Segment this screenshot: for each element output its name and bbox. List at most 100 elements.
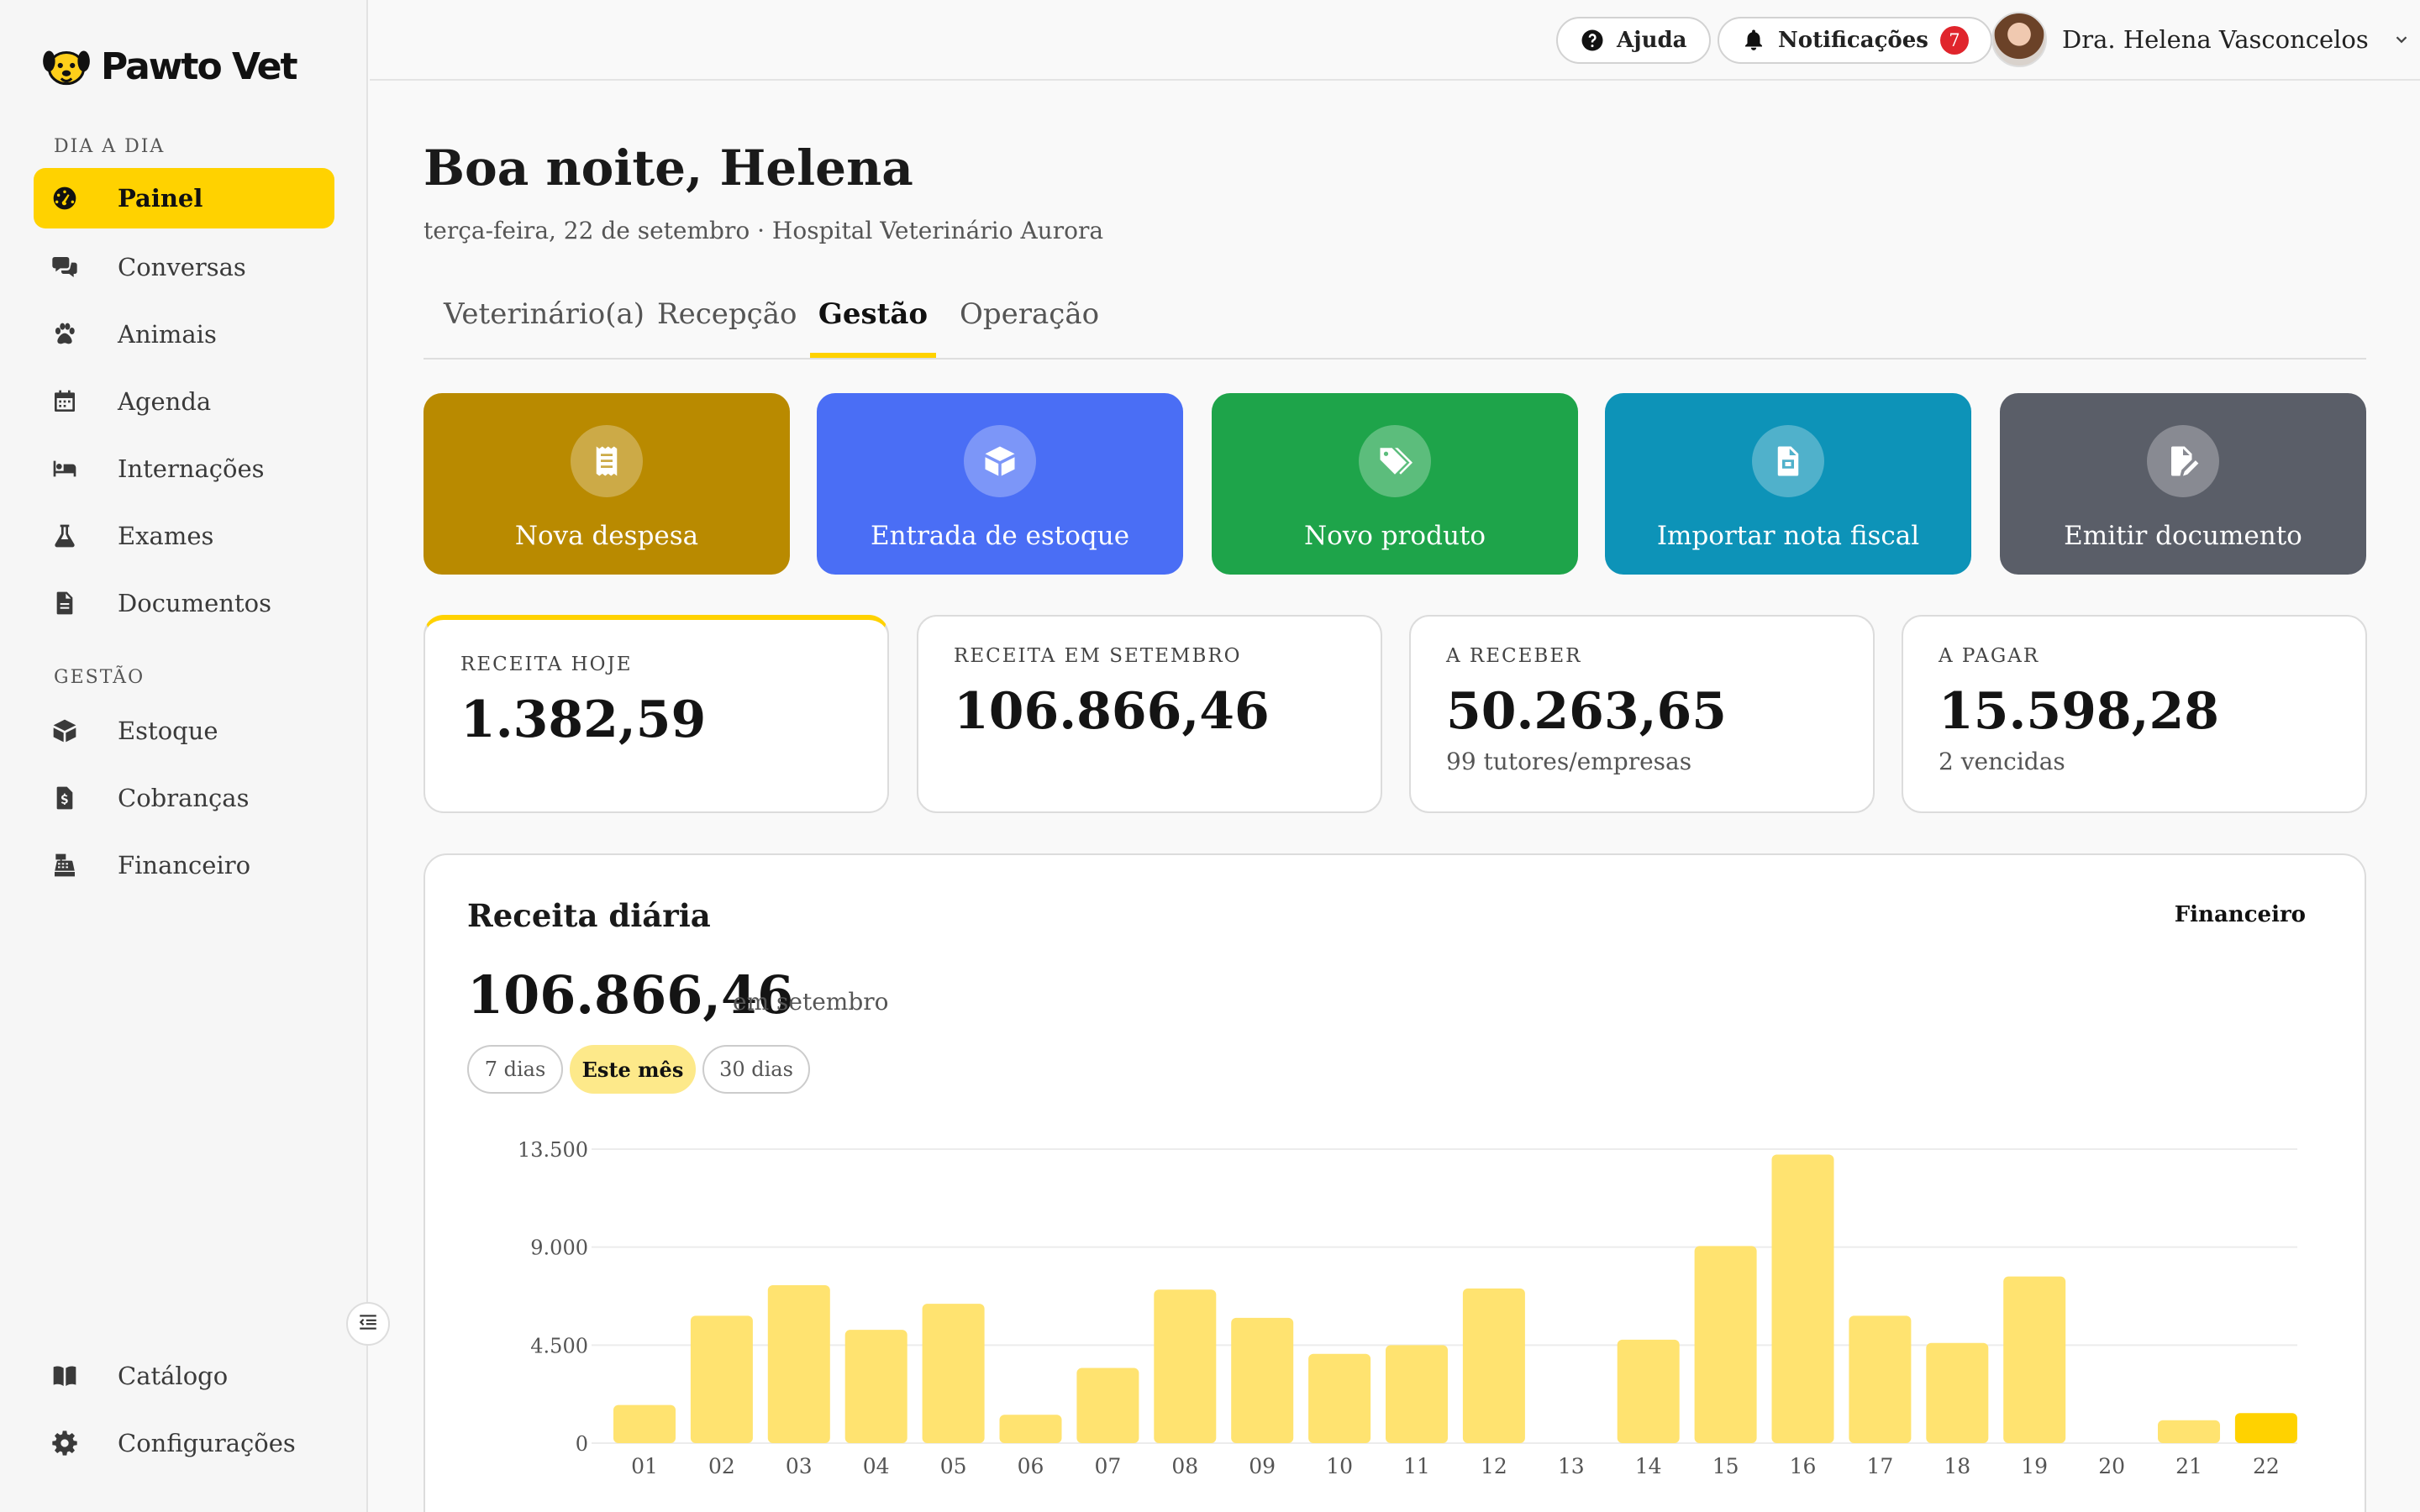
revenue-total-caption: em setembro — [733, 988, 889, 1016]
range-chip-este-mes[interactable]: Este mês — [570, 1045, 696, 1094]
bar-day-02[interactable] — [690, 1315, 753, 1443]
paw-icon — [49, 318, 81, 350]
x-tick-label: 09 — [1249, 1454, 1276, 1478]
x-tick-label: 14 — [1635, 1454, 1662, 1478]
notifications-label: Notificações — [1778, 28, 1928, 53]
x-tick-label: 05 — [940, 1454, 967, 1478]
bell-icon — [1745, 29, 1762, 50]
bar-day-22[interactable] — [2234, 1413, 2297, 1443]
bar-day-08[interactable] — [1154, 1289, 1217, 1443]
range-chip-7-dias[interactable]: 7 dias — [467, 1045, 563, 1094]
bar-day-17[interactable] — [1849, 1315, 1912, 1443]
sidebar-item-animais[interactable]: Animais — [34, 304, 334, 365]
kpi-value: 50.263,65 — [1446, 682, 1728, 741]
bar-day-19[interactable] — [2003, 1276, 2066, 1443]
x-tick-label: 02 — [708, 1454, 735, 1478]
tab-veterinario[interactable]: Veterinário(a) — [444, 297, 645, 331]
bar-day-11[interactable] — [1386, 1345, 1448, 1443]
help-label: Ajuda — [1617, 28, 1687, 53]
cash-register-icon — [49, 849, 81, 881]
chevron-down-icon — [2396, 36, 2407, 44]
sidebar-item-exames[interactable]: Exames — [34, 506, 334, 566]
bar-day-12[interactable] — [1462, 1288, 1525, 1443]
top-bar: Ajuda Notificações 7 Dra. Helena Vasconc… — [370, 0, 2420, 81]
bar-day-04[interactable] — [844, 1330, 908, 1443]
import-invoice-button[interactable]: Importar nota fiscal — [1605, 393, 1971, 575]
x-tick-label: 01 — [631, 1454, 658, 1478]
bar-day-05[interactable] — [922, 1304, 985, 1443]
help-button[interactable]: Ajuda — [1556, 17, 1711, 64]
x-tick-label: 17 — [1866, 1454, 1893, 1478]
sidebar-item-documentos[interactable]: Documentos — [34, 573, 334, 633]
kpi-label: RECEITA EM SETEMBRO — [954, 645, 1242, 667]
kpi-card-payable[interactable]: A PAGAR 15.598,28 2 vencidas — [1902, 615, 2367, 813]
new-expense-button[interactable]: Nova despesa — [424, 393, 790, 575]
invoice-icon — [49, 782, 81, 814]
box-icon — [49, 715, 81, 747]
gear-icon — [49, 1427, 81, 1459]
bar-day-01[interactable] — [613, 1404, 676, 1443]
kpi-card-receivable[interactable]: A RECEBER 50.263,65 99 tutores/empresas — [1409, 615, 1875, 813]
tab-recepcao[interactable]: Recepção — [657, 297, 797, 331]
bar-day-10[interactable] — [1308, 1353, 1371, 1443]
bed-icon — [49, 453, 81, 485]
bar-day-16[interactable] — [1771, 1154, 1834, 1443]
x-tick-label: 12 — [1481, 1454, 1507, 1478]
page-title: Boa noite, Helena — [424, 139, 913, 197]
bar-day-14[interactable] — [1617, 1339, 1680, 1443]
sidebar-item-financeiro[interactable]: Financeiro — [34, 835, 334, 895]
bar-day-18[interactable] — [1926, 1342, 1989, 1443]
kpi-label: A PAGAR — [1939, 645, 2040, 667]
collapse-icon — [357, 1311, 379, 1336]
daily-revenue-chart: 0 4.500 9.000 13.500 01 02 03 04 05 06 07 08 09 10 11 1… — [518, 1138, 2297, 1478]
sidebar-item-agenda[interactable]: Agenda — [34, 371, 334, 432]
collapse-sidebar-button[interactable] — [346, 1302, 390, 1346]
financeiro-link[interactable]: Financeiro — [2174, 902, 2306, 927]
question-circle-icon — [1581, 29, 1603, 51]
sidebar-item-painel[interactable]: Painel — [34, 168, 334, 228]
y-tick-label: 0 — [576, 1432, 588, 1456]
sidebar-item-label: Exames — [118, 522, 214, 550]
y-tick-label: 9.000 — [530, 1236, 588, 1260]
sidebar-item-cobrancas[interactable]: Cobranças — [34, 768, 334, 828]
sidebar-item-internacoes[interactable]: Internações — [34, 438, 334, 499]
x-tick-label: 04 — [863, 1454, 890, 1478]
sidebar-item-label: Catálogo — [118, 1362, 229, 1390]
sidebar-item-label: Cobranças — [118, 784, 250, 812]
stock-entry-button[interactable]: Entrada de estoque — [817, 393, 1183, 575]
bar-day-07[interactable] — [1076, 1368, 1139, 1443]
sidebar-item-estoque[interactable]: Estoque — [34, 701, 334, 761]
kpi-value: 106.866,46 — [954, 682, 1270, 741]
bar-day-03[interactable] — [767, 1285, 830, 1443]
bar-day-06[interactable] — [999, 1415, 1062, 1443]
range-chip-30-dias[interactable]: 30 dias — [702, 1045, 810, 1094]
sidebar-item-catalogo[interactable]: Catálogo — [34, 1346, 334, 1406]
x-tick-label: 19 — [2021, 1454, 2048, 1478]
user-menu[interactable]: Dra. Helena Vasconcelos — [1991, 12, 2411, 67]
x-tick-label: 22 — [2253, 1454, 2280, 1478]
tab-operacao[interactable]: Operação — [960, 297, 1100, 331]
section-label-gestao: GESTÃO — [54, 667, 145, 688]
bar-day-15[interactable] — [1694, 1246, 1757, 1443]
notifications-button[interactable]: Notificações 7 — [1718, 17, 1992, 64]
sidebar-item-configuracoes[interactable]: Configurações — [34, 1413, 334, 1473]
sidebar-item-label: Configurações — [118, 1429, 296, 1457]
action-label: Emitir documento — [2064, 521, 2302, 551]
tab-gestao[interactable]: Gestão — [810, 297, 936, 358]
receipt-icon — [596, 446, 618, 476]
x-tick-label: 07 — [1094, 1454, 1121, 1478]
bar-day-09[interactable] — [1231, 1317, 1294, 1443]
issue-document-button[interactable]: Emitir documento — [2000, 393, 2366, 575]
sidebar-item-conversas[interactable]: Conversas — [34, 237, 334, 297]
x-tick-label: 18 — [1944, 1454, 1970, 1478]
x-tick-label: 10 — [1326, 1454, 1353, 1478]
daily-revenue-panel: Receita diária Financeiro 106.866,46 em … — [424, 853, 2366, 1512]
action-label: Importar nota fiscal — [1656, 521, 1920, 551]
x-tick-label: 15 — [1712, 1454, 1739, 1478]
chat-icon — [49, 251, 81, 283]
new-product-button[interactable]: Novo produto — [1212, 393, 1578, 575]
app-logo[interactable]: Pawto Vet — [39, 39, 298, 94]
avatar — [1991, 12, 2047, 67]
kpi-card-revenue-month: RECEITA EM SETEMBRO 106.866,46 — [917, 615, 1382, 813]
bar-day-21[interactable] — [2158, 1420, 2220, 1443]
